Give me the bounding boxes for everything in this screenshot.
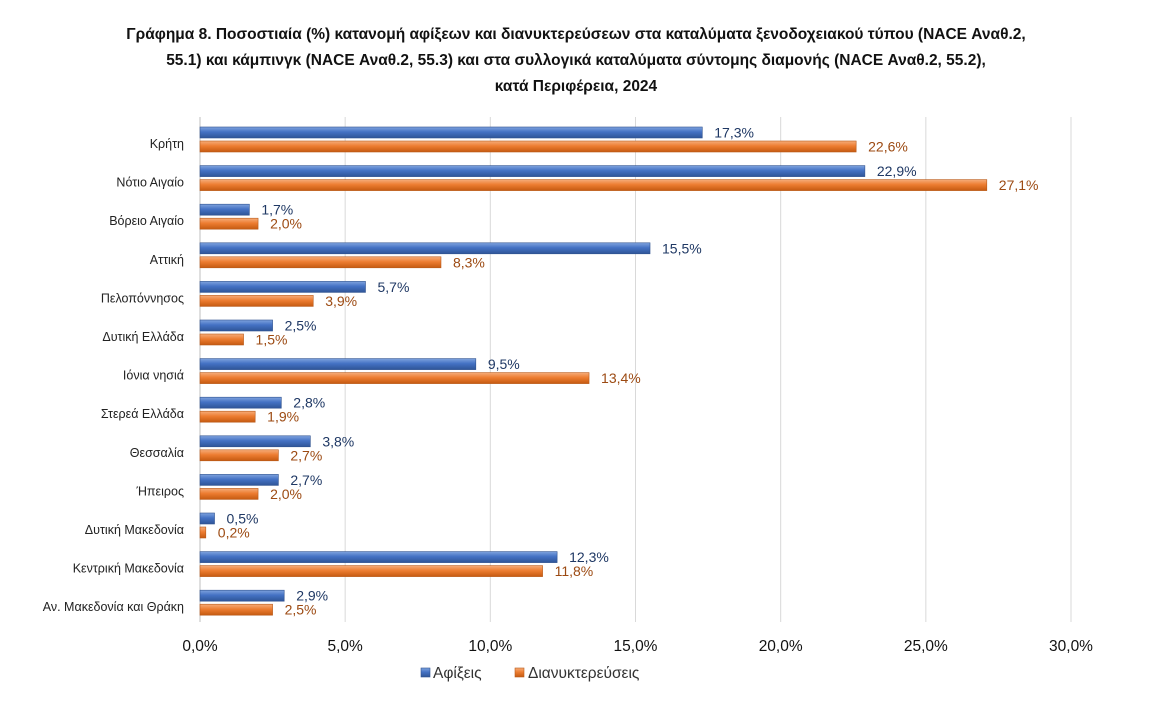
x-tick-label: 15,0% — [614, 638, 658, 655]
chart-title-line: Γράφημα 8. Ποσοστιαία (%) κατανομή αφίξε… — [126, 26, 1026, 43]
data-label: 9,5% — [488, 356, 520, 372]
chart-title: Γράφημα 8. Ποσοστιαία (%) κατανομή αφίξε… — [20, 22, 1132, 100]
bars: 17,3%22,9%1,7%15,5%5,7%2,5%9,5%2,8%3,8%2… — [199, 125, 1039, 618]
bar-arrivals — [199, 474, 279, 486]
data-label: 8,3% — [453, 254, 485, 270]
category-label: Δυτική Μακεδονία — [85, 523, 184, 537]
legend: Αφίξεις Διανυκτερεύσεις — [420, 665, 639, 682]
x-tick-label: 10,0% — [468, 638, 512, 655]
data-label: 2,5% — [285, 602, 317, 618]
data-label: 2,0% — [270, 486, 302, 502]
bar-overnight-stays — [199, 295, 314, 307]
bar-arrivals — [199, 319, 273, 332]
bar-overnight-stays — [199, 256, 442, 269]
data-label: 2,5% — [285, 318, 317, 334]
data-label: 2,9% — [296, 588, 328, 604]
category-label: Πελοπόννησος — [101, 291, 184, 305]
data-label: 13,4% — [601, 370, 641, 386]
category-label: Αττική — [150, 253, 184, 267]
category-label: Θεσσαλία — [130, 446, 184, 460]
bar-overnight-stays — [199, 333, 244, 346]
data-label: 1,5% — [256, 332, 288, 348]
data-label: 2,7% — [290, 472, 322, 488]
data-label: 0,5% — [227, 511, 259, 527]
legend-swatch — [514, 667, 525, 678]
legend-item: Αφίξεις — [420, 665, 482, 682]
data-label: 2,7% — [290, 447, 322, 463]
category-label: Βόρειο Αιγαίο — [109, 214, 184, 228]
bar-arrivals — [199, 512, 215, 525]
data-label: 1,9% — [267, 409, 299, 425]
data-label: 2,8% — [293, 395, 325, 411]
data-label: 15,5% — [662, 240, 702, 256]
data-label: 2,0% — [270, 216, 302, 232]
x-tick-label: 25,0% — [904, 638, 948, 655]
data-label: 11,8% — [555, 563, 594, 579]
category-label: Ιόνια νησιά — [123, 369, 184, 383]
bar-overnight-stays — [199, 565, 543, 577]
bar-overnight-stays — [199, 372, 590, 384]
bar-arrivals — [199, 242, 651, 255]
chart-title-line: κατά Περιφέρεια, 2024 — [494, 78, 658, 95]
bar-arrivals — [199, 203, 250, 216]
category-label: Αν. Μακεδονία και Θράκη — [43, 600, 184, 614]
bar-arrivals — [199, 126, 703, 139]
category-label: Στερεά Ελλάδα — [101, 407, 184, 421]
bar-arrivals — [199, 358, 477, 370]
bar-overnight-stays — [199, 603, 273, 616]
x-tick-label: 30,0% — [1049, 638, 1093, 655]
bar-overnight-stays — [199, 488, 259, 500]
data-label: 17,3% — [714, 125, 754, 141]
bar-overnight-stays — [199, 410, 256, 423]
data-label: 1,7% — [261, 202, 293, 218]
category-label: Νότιο Αιγαίο — [116, 176, 184, 190]
bar-overnight-stays — [199, 140, 857, 153]
data-label: 22,9% — [877, 163, 917, 179]
x-tick-label: 20,0% — [759, 638, 803, 655]
data-label: 3,8% — [322, 433, 354, 449]
bar-arrivals — [199, 165, 866, 177]
x-tick-label: 0,0% — [182, 638, 218, 655]
category-label: Δυτική Ελλάδα — [102, 330, 184, 344]
category-label: Κεντρική Μακεδονία — [73, 562, 184, 576]
data-label: 27,1% — [999, 177, 1039, 193]
data-label: 5,7% — [377, 279, 409, 295]
legend-swatch — [420, 667, 431, 678]
legend-label: Αφίξεις — [433, 665, 482, 682]
bar-overnight-stays — [199, 179, 988, 191]
chart-title-line: 55.1) και κάμπινγκ (NACE Αναθ.2, 55.3) κ… — [166, 52, 986, 69]
x-axis-tick-labels: 0,0% 5,0% 10,0% 15,0% 20,0% 25,0% 30,0% — [182, 638, 1093, 655]
category-label: Ήπειρος — [135, 484, 184, 498]
category-label: Κρήτη — [150, 137, 184, 151]
bar-arrivals — [199, 281, 366, 293]
bar-arrivals — [199, 551, 558, 563]
data-label: 22,6% — [868, 139, 908, 155]
x-tick-label: 5,0% — [327, 638, 363, 655]
bar-arrivals — [199, 396, 282, 409]
legend-item: Διανυκτερεύσεις — [514, 665, 639, 682]
category-labels: Κρήτη Νότιο Αιγαίο Βόρειο Αιγαίο Αττική Πελο… — [43, 137, 184, 614]
bar-overnight-stays — [199, 217, 259, 230]
data-label: 3,9% — [325, 293, 357, 309]
data-label: 0,2% — [218, 525, 250, 541]
bar-arrivals — [199, 435, 311, 448]
data-label: 12,3% — [569, 549, 609, 565]
legend-label: Διανυκτερεύσεις — [528, 665, 639, 682]
bar-overnight-stays — [199, 449, 279, 462]
bar-overnight-stays — [199, 526, 207, 539]
bar-arrivals — [199, 589, 285, 602]
